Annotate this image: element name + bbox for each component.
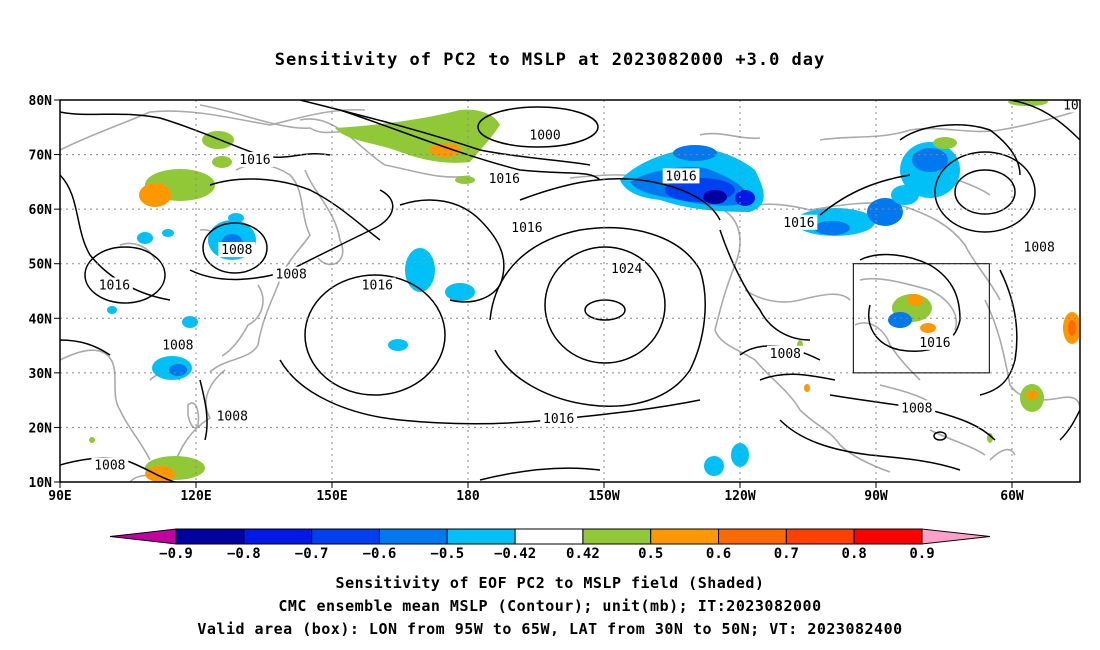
contour-label: 1008 bbox=[1024, 240, 1055, 255]
contour-label: 1016 bbox=[665, 169, 696, 184]
colorbar-label: 0.6 bbox=[706, 546, 731, 562]
lat-axis: 80N 70N 60N 50N 40N 30N 20N 10N bbox=[29, 94, 60, 491]
colorbar-label: −0.7 bbox=[295, 546, 329, 562]
colorbar-swatch bbox=[718, 528, 787, 545]
lon-label: 60W bbox=[1000, 489, 1024, 504]
lat-label: 60N bbox=[29, 203, 53, 218]
contour-label: 1016 bbox=[783, 216, 814, 231]
lon-label: 180 bbox=[456, 489, 480, 504]
contour-label: 1016 bbox=[489, 172, 520, 187]
colorbar-swatch bbox=[243, 528, 313, 545]
contour-label-bg bbox=[662, 168, 700, 184]
lon-axis: 90E 120E 150E 180 150W 120W 90W 60W bbox=[48, 482, 1024, 504]
lat-label: 40N bbox=[29, 312, 53, 327]
colorbar-label: 0.7 bbox=[774, 546, 799, 562]
lon-label: 120W bbox=[724, 489, 755, 504]
contour-label: 1016 bbox=[511, 221, 542, 236]
colorbar: −0.9 −0.8 −0.7 −0.6 −0.5 −0.42 0.42 0.5 0.6 0.7 0.… bbox=[109, 528, 991, 562]
lat-label: 50N bbox=[29, 258, 53, 273]
colorbar-label: −0.9 bbox=[159, 546, 193, 562]
contour-label-bg bbox=[213, 408, 251, 424]
contour-label: 1016 bbox=[543, 412, 574, 427]
colorbar-label: −0.6 bbox=[363, 546, 397, 562]
colorbar-label: −0.8 bbox=[227, 546, 261, 562]
contour-label: 1008 bbox=[276, 268, 307, 283]
contour-label-bg bbox=[218, 242, 256, 258]
colorbar-swatch bbox=[514, 528, 584, 545]
caption-line-1: Sensitivity of EOF PC2 to MSLP field (Sh… bbox=[335, 574, 765, 592]
contour-label-bg bbox=[608, 261, 646, 277]
contour-label-bg bbox=[916, 334, 954, 350]
caption-line-2: CMC ensemble mean MSLP (Contour); unit(m… bbox=[278, 597, 822, 615]
contour-label: 1008 bbox=[221, 243, 252, 258]
map-title: Sensitivity of PC2 to MSLP at 2023082000… bbox=[274, 50, 826, 70]
contour-label-bg bbox=[766, 345, 804, 361]
lat-label: 80N bbox=[29, 94, 53, 109]
contour-label-bg bbox=[898, 400, 936, 416]
caption-line-3: Valid area (box): LON from 95W to 65W, L… bbox=[197, 620, 903, 638]
lon-label: 120E bbox=[180, 489, 211, 504]
contour-labels: 1000 1016 1016 1016 1016 1016 1008 1008 1008 1016… bbox=[91, 98, 1080, 474]
contour-label-bg bbox=[358, 277, 396, 293]
colorbar-high-end bbox=[921, 528, 991, 545]
colorbar-swatch bbox=[446, 528, 516, 545]
contour-label: 1008 bbox=[94, 459, 125, 474]
graticule bbox=[60, 100, 1080, 482]
contour-label: 1008 bbox=[901, 401, 932, 416]
colorbar-label: 0.8 bbox=[842, 546, 867, 562]
lat-label: 10N bbox=[29, 476, 53, 491]
contour-label-bg bbox=[272, 266, 310, 282]
colorbar-swatch bbox=[378, 528, 448, 545]
valid-area-box bbox=[852, 263, 990, 374]
colorbar-label: −0.5 bbox=[430, 546, 464, 562]
colorbar-label: 0.9 bbox=[909, 546, 934, 562]
colorbar-label: −0.42 bbox=[494, 546, 536, 562]
colorbar-label: 0.42 bbox=[566, 546, 600, 562]
plot-frame bbox=[59, 99, 1081, 483]
contour-label: 1008 bbox=[162, 339, 193, 354]
contour-label: 1016 bbox=[239, 153, 270, 168]
colorbar-swatch bbox=[175, 528, 245, 545]
contour-label: 10 bbox=[1063, 98, 1079, 113]
lon-label: 150W bbox=[588, 489, 619, 504]
contour-label: 1008 bbox=[770, 347, 801, 362]
contour-label-bg bbox=[780, 214, 818, 230]
colorbar-swatch bbox=[650, 528, 720, 545]
lat-label: 70N bbox=[29, 149, 53, 164]
contour-label-bg bbox=[96, 277, 133, 293]
lat-label: 30N bbox=[29, 367, 53, 382]
lon-label: 90W bbox=[864, 489, 888, 504]
contour-label-bg bbox=[508, 220, 546, 236]
contour-label-bg bbox=[540, 411, 578, 427]
contour-label-bg bbox=[485, 171, 523, 187]
contour-label-bg bbox=[1060, 100, 1080, 113]
colorbar-label: 0.5 bbox=[638, 546, 663, 562]
contour-label: 1000 bbox=[529, 128, 560, 143]
contour-label-bg bbox=[1020, 239, 1058, 255]
contour-label: 1016 bbox=[919, 336, 950, 351]
colorbar-swatch bbox=[311, 528, 380, 545]
contour-label: 1008 bbox=[217, 410, 248, 425]
contour-label: 1016 bbox=[99, 279, 130, 294]
colorbar-swatch bbox=[785, 528, 855, 545]
contour-label-bg bbox=[526, 127, 564, 143]
colorbar-swatch bbox=[582, 528, 652, 545]
contour-label: 1016 bbox=[362, 279, 393, 294]
lon-label: 90E bbox=[48, 489, 71, 504]
colorbar-low-end bbox=[109, 528, 177, 545]
colorbar-swatch bbox=[853, 528, 923, 545]
contour-label-bg bbox=[236, 152, 274, 168]
lon-label: 150E bbox=[316, 489, 347, 504]
contour-label-bg bbox=[159, 337, 197, 353]
contour-label: 1024 bbox=[611, 262, 642, 277]
contour-label-bg bbox=[91, 457, 129, 473]
lat-label: 20N bbox=[29, 421, 53, 436]
